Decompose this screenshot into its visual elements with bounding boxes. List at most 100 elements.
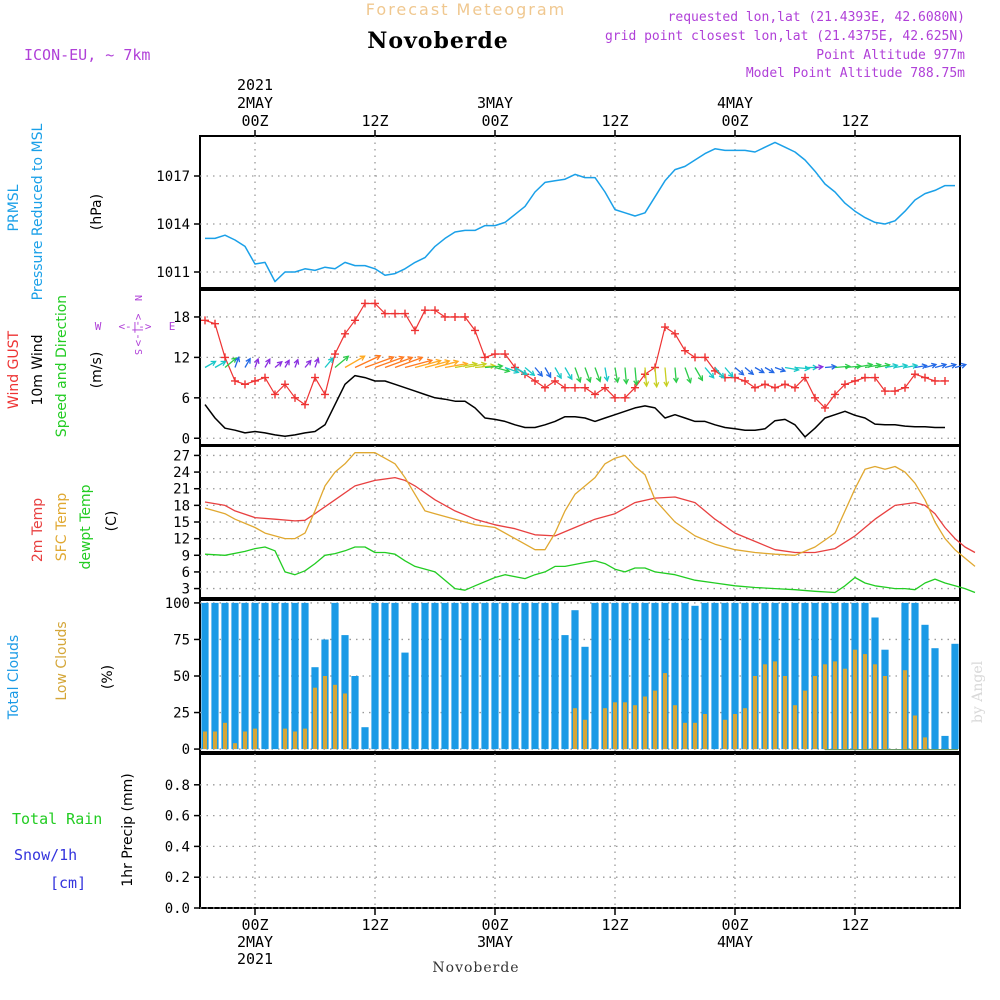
low-cloud-bar: [343, 693, 347, 749]
wind-direction-arrowhead: [718, 372, 725, 379]
compass-south: S: [132, 349, 143, 355]
wind-direction-arrow: [714, 367, 725, 379]
wind-direction-arrow: [304, 360, 312, 368]
low-cloud-bar: [803, 690, 807, 750]
wind-direction-arrow: [224, 357, 237, 368]
wind-direction-arrow: [884, 364, 898, 369]
wind-direction-arrowhead: [504, 367, 511, 374]
compass-horizontal-arrows: <-|->: [118, 320, 151, 333]
wind-direction-arrowhead: [727, 371, 734, 378]
location-title: Novoberde: [367, 28, 509, 54]
wind-direction-arrowhead: [950, 362, 958, 369]
low-cloud-bar: [773, 661, 777, 750]
low-cloud-bar: [683, 722, 687, 750]
precip-axis-title: 1hr Precip (mm): [120, 773, 136, 886]
wind-direction-arrowhead: [931, 362, 938, 369]
wind-direction-arrow: [454, 363, 477, 369]
time-label-top: 3MAY: [477, 94, 513, 112]
wind-gust-marker: [451, 312, 459, 321]
low-cloud-bar: [213, 731, 217, 749]
wind-direction-arrow: [924, 363, 937, 369]
wind-direction-arrow: [264, 358, 271, 368]
wind-direction-arrowhead: [398, 355, 405, 362]
wind-direction-arrow: [734, 367, 744, 376]
wind-direction-arrow: [504, 366, 519, 373]
wind-direction-arrow: [784, 366, 799, 371]
total-cloud-bar: [591, 602, 599, 750]
wind-direction-arrow: [944, 363, 956, 369]
wind-gust-marker: [571, 383, 579, 392]
total-cloud-bar: [291, 602, 299, 750]
wind-gust-marker: [241, 380, 249, 389]
y-tick-label: 0.2: [165, 870, 190, 886]
time-label-bottom: 2MAY: [237, 933, 273, 951]
wind-direction-arrow: [794, 366, 810, 370]
total-cloud-bar: [451, 602, 459, 750]
total-cloud-bar: [361, 727, 369, 750]
wind-direction-arrowhead: [672, 377, 679, 384]
wind-gust-line: [204, 302, 945, 409]
wind-gust-marker: [841, 380, 849, 389]
total-cloud-bar: [911, 602, 919, 750]
wind-direction-arrowhead: [343, 355, 350, 362]
wind-direction-arrowhead: [231, 357, 238, 363]
wind-direction-arrow: [654, 367, 658, 387]
wind-direction-arrowhead: [758, 367, 765, 374]
wind-direction-arrow: [874, 364, 890, 369]
time-label-top: 12Z: [361, 112, 388, 130]
low-cloud-bar: [333, 684, 337, 750]
time-label-bottom: 12Z: [841, 916, 868, 934]
wind-direction-arrowhead: [623, 378, 629, 385]
total-cloud-bar: [941, 735, 949, 750]
wind-direction-arrow: [894, 364, 908, 369]
wind-direction-arrowhead: [327, 357, 334, 364]
low-cloud-bar: [793, 705, 797, 749]
wind-direction-arrowhead: [831, 363, 838, 370]
wind-direction-arrow: [524, 367, 535, 376]
wind-gust-marker: [411, 326, 419, 335]
wind-gust-marker: [401, 309, 409, 318]
snow-unit-label: [cm]: [50, 874, 86, 892]
total-cloud-bar: [201, 602, 209, 750]
low-cloud-bar: [673, 705, 677, 749]
low-cloud-bar: [753, 676, 757, 750]
wind-direction-arrowhead: [210, 360, 217, 367]
total-clouds-title: Total Clouds: [6, 635, 22, 720]
y-tick-label: 0.0: [165, 901, 190, 917]
wind-direction-arrowhead: [521, 369, 528, 375]
pressure-line: [205, 141, 955, 283]
wind-gust-marker: [801, 373, 809, 382]
total-cloud-bar: [571, 610, 579, 749]
wind-direction-arrow: [934, 363, 947, 369]
temp-sfc-title: SFC Temp: [54, 493, 70, 562]
wind-direction-arrowhead: [305, 359, 312, 366]
wind-gust-marker: [771, 383, 779, 392]
wind-gust-marker: [601, 383, 609, 392]
wind-direction-arrowhead: [768, 367, 775, 374]
low-cloud-bar: [293, 731, 297, 749]
wind-direction-arrowhead: [738, 369, 745, 376]
time-label-bottom: 12Z: [601, 916, 628, 934]
wind-direction-arrowhead: [567, 374, 573, 381]
wind-gust-marker: [361, 299, 369, 308]
low-cloud-bar: [903, 670, 907, 750]
wind-direction-arrow: [574, 367, 581, 383]
low-cloud-bar: [203, 731, 207, 749]
wind-direction-arrow: [414, 360, 441, 369]
wind-direction-arrow: [544, 367, 552, 378]
total-cloud-bar: [921, 624, 929, 749]
pressure-subtitle: Pressure Reduced to MSL: [30, 123, 46, 300]
wind-direction-arrow: [374, 356, 404, 369]
wind-direction-arrowhead: [497, 363, 504, 370]
low-cloud-bar: [583, 719, 587, 749]
low-cloud-bar: [623, 702, 627, 750]
total-cloud-bar: [531, 602, 539, 750]
wind-direction-arrow: [494, 366, 510, 372]
total-cloud-bar: [431, 602, 439, 750]
clouds-unit: (%): [100, 665, 116, 689]
wind-gust-marker: [341, 329, 349, 338]
wind-gust-marker: [231, 376, 239, 385]
pressure-title: PRMSL: [6, 184, 22, 231]
total-cloud-bar: [341, 635, 349, 750]
wind-direction-arrowhead: [902, 363, 909, 370]
